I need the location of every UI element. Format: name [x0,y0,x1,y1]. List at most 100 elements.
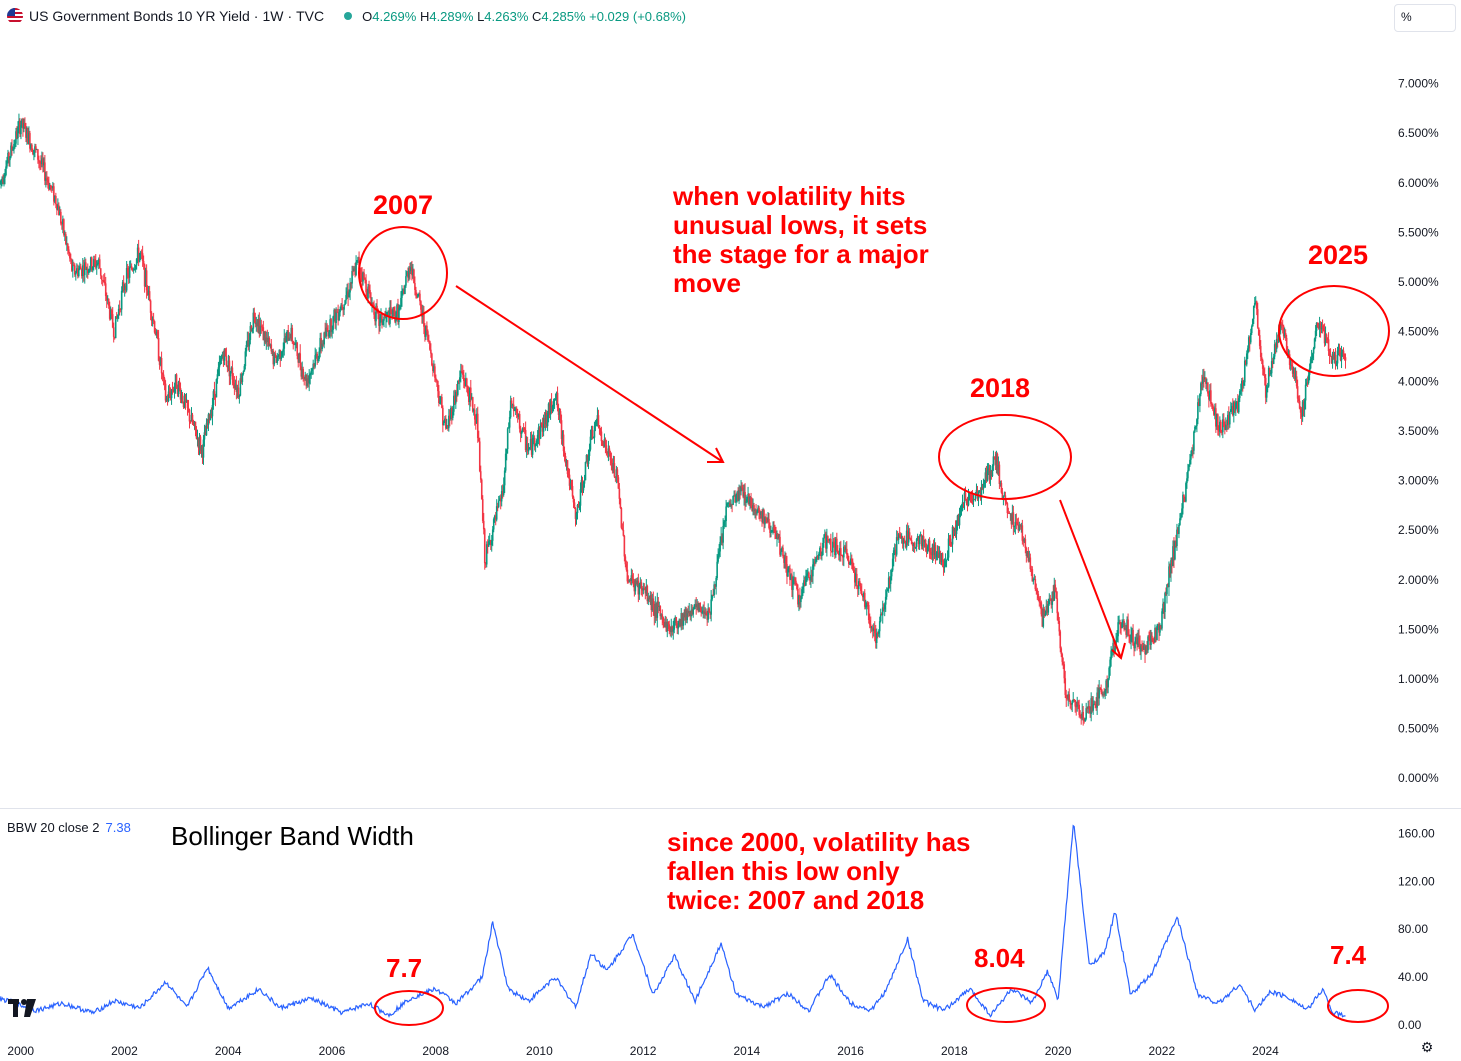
candle-body [879,614,882,622]
candle-body [237,387,240,398]
candle-body [1208,393,1210,400]
candle-body [1064,678,1067,695]
candle-body [47,179,49,183]
candle-body [1155,627,1157,641]
candle-body [1256,309,1259,328]
candle-body [734,495,736,503]
candle-body [691,609,694,615]
tradingview-logo[interactable]: TV [0,0,36,1017]
candle-body [1195,426,1197,427]
candle-body [1143,645,1145,650]
candle-body [748,493,750,505]
candle-body [873,628,876,633]
candle-body [1061,654,1064,662]
candle-body [521,427,524,432]
candle-body [839,548,841,556]
candle-body [809,577,811,581]
candle-body [1078,704,1081,715]
time-axis-tick: 2008 [422,1044,449,1058]
candle-body [7,152,9,162]
symbol-title[interactable]: US Government Bonds 10 YR Yield [29,8,250,24]
candle-body [1024,538,1027,549]
candle-body [868,620,871,625]
candle-body [1263,374,1266,378]
candle-body [216,374,219,380]
candle-body [500,491,503,502]
candle-body [533,437,536,447]
candle-body [1319,323,1322,330]
candle-body [427,331,429,341]
candle-body [940,553,943,562]
candle-body [1042,608,1045,627]
candle-body [282,348,285,352]
candle-body [123,285,126,290]
candle-body [717,555,719,562]
candle-body [924,539,927,548]
price-axis-tick: 5.500% [1398,225,1439,239]
candle-body [578,505,581,508]
candle-body [784,557,786,563]
candle-body [1266,386,1269,388]
price-scale-unit-button[interactable]: % [1394,4,1456,32]
price-axis-tick: 1.500% [1398,622,1439,636]
candle-body [632,578,635,585]
candle-body [410,267,412,272]
candle-body [958,513,961,526]
candle-body [1248,337,1251,343]
candle-body [1247,337,1250,349]
candle-body [473,409,476,420]
candle-body [965,500,968,502]
gear-icon[interactable]: ⚙ [1420,1039,1434,1055]
candle-body [827,536,829,540]
candle-body [418,293,420,295]
time-axis-tick: 2000 [7,1044,34,1058]
candle-body [1258,335,1261,346]
candle-body [323,332,325,345]
candle-body [362,272,364,282]
candle-body [58,205,60,216]
candle-body [199,436,202,451]
candle-body [1214,408,1216,415]
candle-body [779,536,781,555]
candle-body [722,525,724,543]
candle-body [1294,376,1297,380]
interval[interactable]: 1W [262,8,284,24]
candle-body [1040,602,1043,615]
candle-body [1339,354,1342,361]
indicator-legend[interactable]: BBW 20 close 2 7.38 [7,820,131,835]
candle-body [1283,332,1286,337]
candle-body [1002,496,1005,498]
candle-body [1207,382,1209,394]
candle-body [1302,401,1305,410]
candle-body [1244,360,1247,365]
candle-body [698,602,700,612]
candle-body [581,479,584,491]
candle-body [651,598,654,611]
candle-body [367,286,369,299]
candle-body [443,421,445,426]
candle-body [135,258,138,266]
candle-body [181,394,184,402]
candle-body [1102,694,1104,695]
candle-body [1164,593,1166,612]
candle-body [341,304,343,308]
candle-body [642,588,645,591]
candle-body [761,511,763,523]
candle-body [115,316,118,319]
candle-body [1152,639,1154,641]
candle-body [1091,698,1093,711]
candle-body [235,384,238,392]
candle-body [564,456,567,464]
candle-body [1,178,3,180]
candle-body [337,312,339,321]
candle-body [314,355,316,367]
candle-body [23,123,25,129]
candle-body [1147,636,1149,651]
candle-body [804,580,806,586]
candle-body [457,380,459,395]
candle-body [803,580,805,587]
candle-body [1194,426,1196,432]
candle-body [1075,706,1078,708]
candle-body [197,438,200,448]
